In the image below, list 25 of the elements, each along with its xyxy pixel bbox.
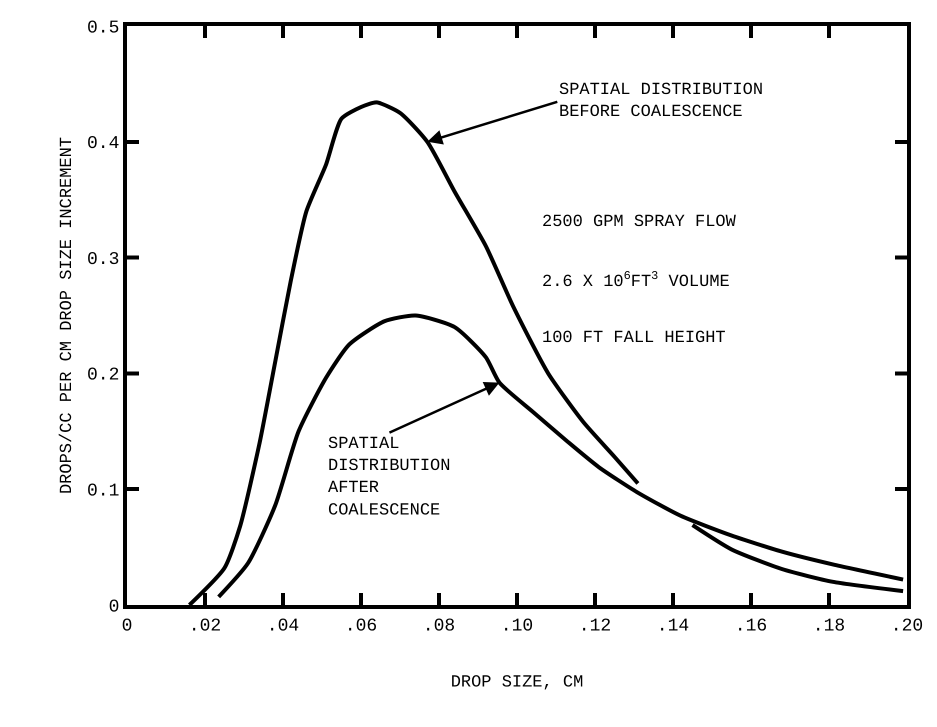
x-tick-label: .02 (188, 616, 222, 637)
x-tick-label: .04 (266, 616, 300, 637)
annotation: 100 FT FALL HEIGHT (542, 329, 726, 348)
y-tick-label: 0.3 (86, 250, 120, 270)
x-tick-label: .12 (578, 616, 612, 637)
x-tick-label: 0 (122, 616, 132, 637)
y-axis-title: DROPS/CC PER CM DROP SIZE INCREMENT (58, 136, 78, 494)
x-tick-label: .10 (500, 616, 534, 637)
x-tick-label: .14 (656, 616, 690, 637)
annotation: 2500 GPM SPRAY FLOW (542, 213, 737, 232)
y-tick-label: 0 (108, 597, 120, 618)
annotation: 2.6 X 10$^{6}$FT$^{3}$ VOLUME (542, 269, 730, 292)
x-tick-label: .20 (890, 616, 924, 637)
x-tick-label: .06 (344, 616, 378, 637)
annotation: SPATIAL DISTRIBUTION AFTER COALESCENCE (328, 435, 450, 520)
x-tick-label: .08 (422, 616, 456, 637)
x-axis-title: DROP SIZE, CM (450, 674, 584, 692)
y-tick-label: 0.2 (86, 366, 120, 386)
y-tick-label: 0.4 (86, 134, 120, 154)
line-series (216, 314, 906, 599)
y-tick-label: 0.1 (86, 482, 120, 502)
x-tick-label: .18 (812, 616, 846, 637)
annotation: SPATIAL DISTRIBUTION BEFORE COALESCENCE (559, 81, 764, 122)
y-tick-label: 0.5 (86, 18, 120, 38)
x-tick-label: .16 (734, 616, 768, 637)
